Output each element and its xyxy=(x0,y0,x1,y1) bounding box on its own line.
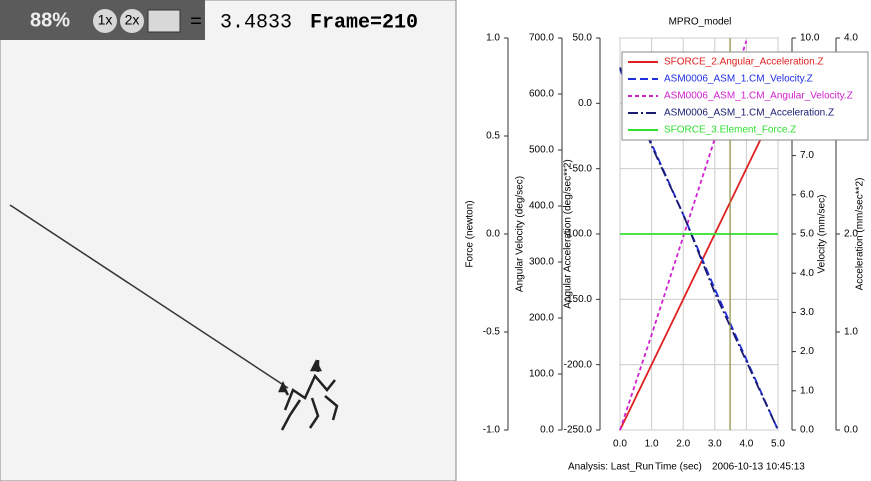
y-tick-label: 4.0 xyxy=(800,268,814,279)
frame-label: Frame=210 xyxy=(310,11,418,34)
legend-label: SFORCE_2.Angular_Acceleration.Z xyxy=(664,57,824,68)
fullscreen-button[interactable] xyxy=(148,10,180,32)
y-tick-label: 0.0 xyxy=(540,425,554,436)
legend-label: ASM0006_ASM_1.CM_Acceleration.Z xyxy=(664,108,834,119)
y-tick-label: 0.0 xyxy=(578,98,592,109)
y-tick-label: 0.5 xyxy=(486,131,500,142)
analysis-label: Analysis: Last_Run xyxy=(568,462,654,473)
zoom-label: 88% xyxy=(30,9,70,31)
y-tick-label: 0.0 xyxy=(800,425,814,436)
y-tick-label: 700.0 xyxy=(529,33,554,44)
x-tick-label: 3.0 xyxy=(708,439,722,450)
y-tick-label: 7.0 xyxy=(800,150,814,161)
legend-label: ASM0006_ASM_1.CM_Angular_Velocity.Z xyxy=(664,91,853,102)
y-axis-title: Force (newton) xyxy=(465,200,476,267)
y-tick-label: 1.0 xyxy=(486,33,500,44)
y-tick-label: 600.0 xyxy=(529,89,554,100)
y-tick-label: 4.0 xyxy=(844,33,858,44)
y-tick-label: -250.0 xyxy=(564,425,593,436)
y-axis-title: Angular Velocity (deg/sec) xyxy=(515,176,526,292)
animation-pane xyxy=(0,0,456,481)
button-label[interactable]: 2x xyxy=(125,12,140,28)
y-tick-label: 50.0 xyxy=(573,33,593,44)
legend-label: ASM0006_ASM_1.CM_Velocity.Z xyxy=(664,74,813,85)
y-tick-label: 200.0 xyxy=(529,313,554,324)
y-tick-label: -1.0 xyxy=(483,425,501,436)
y-tick-label: 1.0 xyxy=(844,327,858,338)
y-axis-title: Angular Acceleration (deg/sec**2) xyxy=(563,159,574,309)
y-tick-label: 100.0 xyxy=(529,369,554,380)
chart-title: MPRO_model xyxy=(669,17,732,28)
y-tick-label: 400.0 xyxy=(529,201,554,212)
y-axis-title: Velocity (mm/sec) xyxy=(817,195,828,274)
y-axis-title: Acceleration (mm/sec**2) xyxy=(855,178,866,291)
x-tick-label: 4.0 xyxy=(739,439,753,450)
y-tick-label: 2.0 xyxy=(800,346,814,357)
y-tick-label: 6.0 xyxy=(800,189,814,200)
x-tick-label: 5.0 xyxy=(771,439,785,450)
y-tick-label: 1.0 xyxy=(800,385,814,396)
y-tick-label: 300.0 xyxy=(529,257,554,268)
y-tick-label: 10.0 xyxy=(800,33,820,44)
y-tick-label: -0.5 xyxy=(483,327,501,338)
y-tick-label: 0.0 xyxy=(844,425,858,436)
x-axis-label: Time (sec) xyxy=(655,462,702,473)
y-tick-label: 5.0 xyxy=(800,229,814,240)
y-tick-label: -200.0 xyxy=(564,359,593,370)
x-tick-label: 1.0 xyxy=(645,439,659,450)
timestamp: 2006-10-13 10:45:13 xyxy=(712,462,805,473)
legend-label: SFORCE_3.Element_Force.Z xyxy=(664,125,796,136)
time-label: = xyxy=(190,11,202,34)
x-tick-label: 0.0 xyxy=(613,439,627,450)
y-tick-label: 0.0 xyxy=(486,229,500,240)
y-tick-label: 3.0 xyxy=(800,307,814,318)
x-tick-label: 2.0 xyxy=(676,439,690,450)
y-tick-label: 500.0 xyxy=(529,145,554,156)
screenshot: 88% 1x 2x = 3.4833 Frame=210 MPRO_model … xyxy=(0,0,871,481)
button-label[interactable]: 1x xyxy=(98,12,113,28)
time-value: 3.4833 xyxy=(220,11,292,34)
